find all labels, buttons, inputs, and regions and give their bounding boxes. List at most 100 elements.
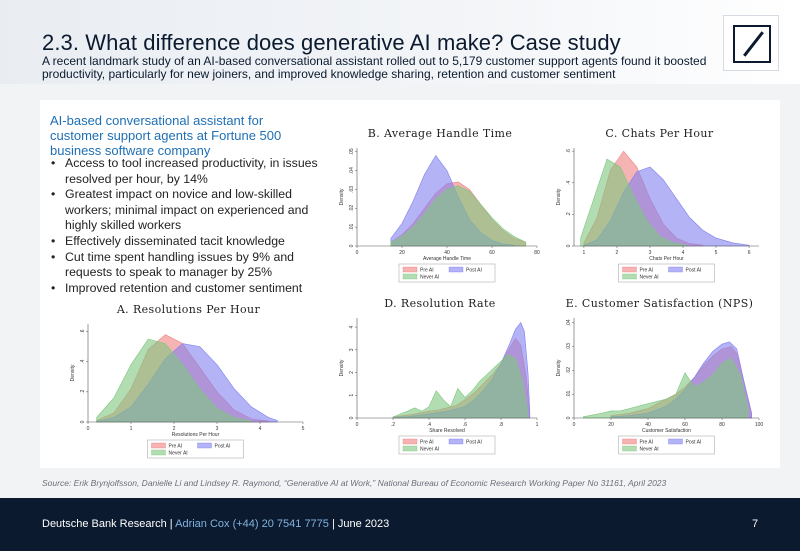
y-tick-label: .02 <box>349 205 355 212</box>
finding-item: • Improved retention and customer sentime… <box>50 281 320 297</box>
bullet-dot: • <box>51 233 56 248</box>
y-tick-label: .03 <box>349 186 355 193</box>
density-area-never-ai <box>392 354 529 419</box>
legend-swatch-post-ai <box>448 438 464 445</box>
chart-title: A. Resolutions Per Hour <box>116 303 261 316</box>
y-tick-label: .01 <box>566 390 572 397</box>
legend-label-pre-ai: Pre AI <box>640 440 654 446</box>
bullet-dot: • <box>51 249 56 264</box>
x-tick-label: .4 <box>427 422 431 428</box>
finding-text: Effectively disseminated tacit knowledge <box>65 233 285 248</box>
legend-swatch-post-ai <box>668 266 683 273</box>
y-tick-label: .2 <box>80 390 86 394</box>
legend-swatch-pre-ai <box>622 266 637 273</box>
y-axis-label: Density <box>339 188 345 205</box>
chart-title: B. Average Handle Time <box>368 127 513 140</box>
legend-swatch-pre-ai <box>151 442 166 449</box>
x-tick-label: .2 <box>391 422 395 428</box>
x-tick-label: 100 <box>755 422 764 428</box>
y-tick-label: .01 <box>349 223 355 230</box>
x-tick-label: 40 <box>444 250 450 256</box>
case-study-heading: AI-based conversational assistant for cu… <box>50 113 282 158</box>
chart-title: D. Resolution Rate <box>384 297 495 310</box>
chart-panel-resolution-rate: D. Resolution Rate 0 .2 .4 .6 .8 1 0 1 2 3 4 Share R… <box>335 290 545 462</box>
x-tick-label: 1 <box>583 250 586 256</box>
x-tick-label: 3 <box>649 250 652 256</box>
legend-box <box>618 263 715 283</box>
x-axis-label: Average Handle Time <box>423 256 471 262</box>
legend-label-never-ai: Never AI <box>420 275 439 281</box>
legend-label-post-ai: Post AI <box>466 268 482 274</box>
legend-label-never-ai: Never AI <box>420 447 439 453</box>
legend-swatch-never-ai <box>402 273 418 280</box>
legend-label-pre-ai: Pre AI <box>420 440 434 446</box>
chart-customer-satisfaction: E. Customer Satisfaction (NPS) 0 20 40 60 80 1… <box>556 297 764 455</box>
legend-swatch-post-ai <box>668 438 683 445</box>
finding-text: Cut time spent handling issues by 9% and… <box>65 249 294 280</box>
x-tick-label: .6 <box>463 422 467 428</box>
footer-org: Deutsche Bank Research <box>42 518 167 530</box>
finding-text: Improved retention and customer sentimen… <box>65 280 303 295</box>
y-tick-label: 3 <box>349 348 355 351</box>
x-axis-label: Chats Per Hour <box>649 256 684 262</box>
y-axis-label: Density <box>556 359 562 376</box>
footer-credits: Deutsche Bank Research | Adrian Cox (+44… <box>42 518 389 530</box>
y-tick-label: 0 <box>80 420 86 423</box>
y-tick-label: 1 <box>349 394 355 397</box>
chart-resolution-rate: D. Resolution Rate 0 .2 .4 .6 .8 1 0 1 2 3 4 Share R… <box>339 297 539 455</box>
findings-list: • Access to tool increased productivity, … <box>50 156 320 296</box>
y-axis-label: Density <box>70 364 76 381</box>
legend-swatch-never-ai <box>622 273 637 280</box>
chart-title: E. Customer Satisfaction (NPS) <box>566 297 754 310</box>
page-title: 2.3. What difference does generative AI … <box>42 30 621 55</box>
finding-text: Access to tool increased productivity, i… <box>65 156 318 186</box>
x-tick-label: 6 <box>748 250 751 256</box>
legend-label-never-ai: Never AI <box>169 451 188 457</box>
chart-panel-csat: E. Customer Satisfaction (NPS) 0 20 40 60 80 1… <box>552 290 767 462</box>
chart-chats-per-hour: C. Chats Per Hour 1 2 3 4 5 6 0 .2 .4 .6 Chats Per … <box>556 127 759 283</box>
source-note: Source: Erik Brynjolfsson, Danielle Li a… <box>42 478 667 488</box>
legend-box <box>618 435 715 455</box>
x-tick-label: 1 <box>130 426 133 432</box>
y-tick-label: 0 <box>566 416 572 419</box>
x-tick-label: 2 <box>616 250 619 256</box>
legend-label-post-ai: Post AI <box>215 444 231 450</box>
finding-item: • Greatest impact on novice and low-skill… <box>50 187 320 234</box>
x-tick-label: 80 <box>719 422 725 428</box>
x-tick-label: 5 <box>715 250 718 256</box>
x-tick-label: 0 <box>573 422 576 428</box>
page-subtitle: A recent landmark study of an AI-based c… <box>42 54 707 81</box>
y-tick-label: 0 <box>349 416 355 419</box>
legend-swatch-post-ai <box>448 266 464 273</box>
legend-label-pre-ai: Pre AI <box>420 268 434 274</box>
chart-panel-handle-time: B. Average Handle Time 0 20 40 60 80 0 .01 .02 .0… <box>335 120 545 290</box>
chart-panel-resolutions: A. Resolutions Per Hour 0 1 2 3 4 5 0 .2 .4 .6 Reso… <box>66 296 311 466</box>
y-tick-label: 0 <box>566 244 572 247</box>
footer-bar: Deutsche Bank Research | Adrian Cox (+44… <box>0 498 800 551</box>
chart-title: C. Chats Per Hour <box>605 127 714 140</box>
legend-swatch-never-ai <box>622 445 637 452</box>
finding-item: • Cut time spent handling issues by 9% an… <box>50 250 320 281</box>
y-tick-label: .04 <box>566 319 572 326</box>
y-axis-label: Density <box>339 359 345 376</box>
x-tick-label: .8 <box>499 422 503 428</box>
y-tick-label: .6 <box>566 149 572 153</box>
x-axis-label: Customer Satisfaction <box>642 428 691 434</box>
footer-separator: | <box>169 518 173 530</box>
y-tick-label: .05 <box>349 148 355 155</box>
x-tick-label: 40 <box>645 422 651 428</box>
legend-label-post-ai: Post AI <box>686 440 702 446</box>
x-tick-label: 0 <box>87 426 90 432</box>
finding-item: • Effectively disseminated tacit knowledg… <box>50 234 320 250</box>
x-tick-label: 20 <box>399 250 405 256</box>
page-number: 7 <box>752 518 759 530</box>
legend-label-post-ai: Post AI <box>686 268 702 274</box>
legend-label-pre-ai: Pre AI <box>169 444 183 450</box>
legend-box <box>398 435 496 455</box>
y-tick-label: .4 <box>566 180 572 184</box>
legend-label-never-ai: Never AI <box>640 275 659 281</box>
legend-swatch-pre-ai <box>622 438 637 445</box>
y-tick-label: 2 <box>349 371 355 374</box>
x-axis-label: Resolutions Per Hour <box>172 432 220 438</box>
y-tick-label: .2 <box>566 212 572 216</box>
